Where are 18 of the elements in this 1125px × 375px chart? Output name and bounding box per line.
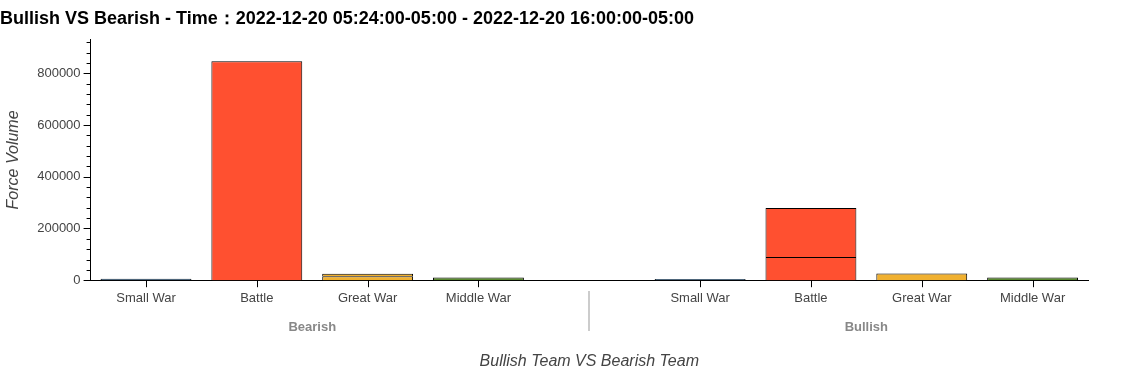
x-tick-label: Great War	[892, 289, 953, 305]
y-tick-label: 800000	[37, 64, 81, 80]
x-tick-label: Middle War	[999, 289, 1066, 305]
text: Bullish	[844, 318, 889, 334]
y-tick-label: 400000	[37, 168, 81, 184]
y-tick-label: 0	[73, 271, 81, 287]
y-tick-label: 200000	[37, 220, 81, 236]
x-tick-label: Great War	[337, 289, 399, 305]
x-tick-label: Small War	[670, 289, 731, 305]
x-axis-title: Bullish Team VS Bearish Team	[479, 351, 699, 369]
x-tick-label: Small War	[116, 289, 177, 305]
text: Bearish	[288, 318, 337, 334]
x-tick-label: Middle War	[445, 289, 512, 305]
chart-title: Bullish VS Bearish - Time：2022-12-20 05:24:00-05:00 - 2022-12-20 16:00:00-05:00	[0, 7, 695, 28]
x-tick-label: Battle	[240, 289, 274, 305]
y-tick-label: 600000	[37, 116, 81, 132]
x-tick-label: Battle	[794, 289, 828, 305]
y-axis-title: Force Volume	[4, 110, 22, 210]
